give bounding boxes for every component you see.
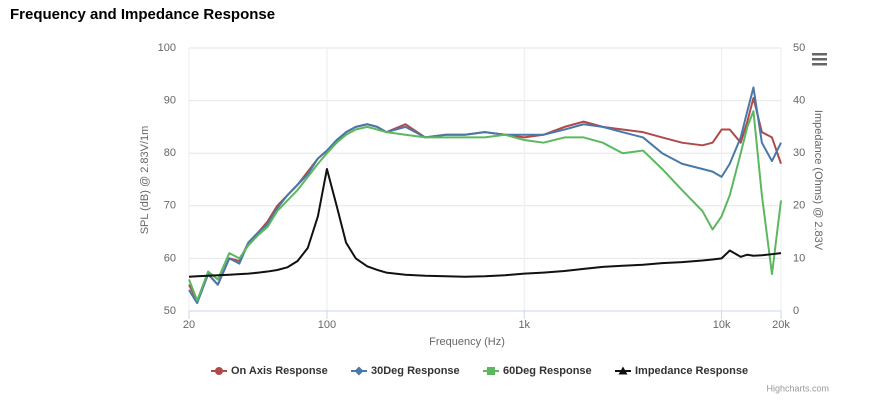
y-tick-label: 80: [164, 147, 176, 159]
legend-item[interactable]: 30Deg Response: [351, 365, 460, 377]
y-tick-label: 90: [164, 95, 176, 107]
y-tick-label: 100: [158, 42, 176, 54]
chart-title: Frequency and Impedance Response: [10, 6, 275, 23]
x-axis-title: Frequency (Hz): [429, 336, 505, 348]
x-tick-label: 10k: [713, 319, 731, 331]
legend-label: 60Deg Response: [503, 365, 592, 377]
x-tick-label: 20: [183, 319, 195, 331]
x-tick-label: 1k: [518, 319, 530, 331]
y2-tick-label: 40: [793, 95, 805, 107]
menu-bar[interactable]: [812, 58, 827, 61]
menu-bar[interactable]: [812, 53, 827, 56]
series-line: [188, 86, 782, 305]
series-line: [188, 110, 782, 302]
legend-marker: [618, 366, 628, 375]
credits: Highcharts.com: [766, 383, 829, 393]
legend-label: Impedance Response: [635, 365, 748, 377]
legend-label: On Axis Response: [231, 365, 328, 377]
menu-icon[interactable]: [812, 53, 827, 66]
y-tick-label: 70: [164, 200, 176, 212]
legend-marker: [487, 367, 495, 375]
y-tick-label: 50: [164, 305, 176, 317]
y2-tick-label: 30: [793, 147, 805, 159]
y2-tick-label: 50: [793, 42, 805, 54]
legend-item[interactable]: 60Deg Response: [483, 365, 592, 377]
legend-marker: [215, 367, 223, 375]
legend-label: 30Deg Response: [371, 365, 460, 377]
legend-marker: [354, 366, 364, 376]
y-axis-title: SPL (dB) @ 2.83V/1m: [139, 126, 151, 235]
x-tick-label: 100: [318, 319, 336, 331]
y2-tick-label: 10: [793, 252, 805, 264]
x-tick-label: 20k: [772, 319, 790, 331]
y2-tick-label: 0: [793, 305, 799, 317]
y2-tick-label: 20: [793, 200, 805, 212]
legend-item[interactable]: Impedance Response: [615, 365, 748, 377]
series-line: [188, 167, 782, 278]
y-tick-label: 60: [164, 252, 176, 264]
y2-axis-title: Impedance (Ohms) @ 2.83V: [812, 110, 824, 251]
menu-bar[interactable]: [812, 63, 827, 66]
legend-item[interactable]: On Axis Response: [211, 365, 328, 377]
